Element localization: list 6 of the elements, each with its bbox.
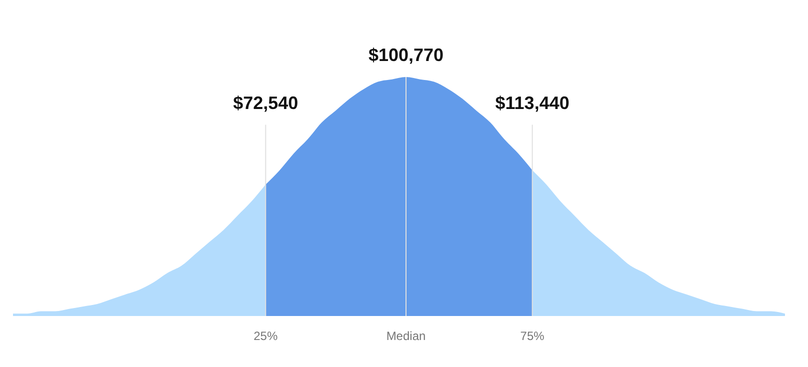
- x-tick-label: 75%: [520, 329, 545, 343]
- ref-line-label: $72,540: [233, 92, 298, 113]
- x-tick-label: Median: [386, 329, 426, 343]
- ref-line-label: $113,440: [495, 92, 570, 113]
- x-tick-label: 25%: [254, 329, 278, 343]
- ref-line-label: $100,770: [368, 45, 444, 65]
